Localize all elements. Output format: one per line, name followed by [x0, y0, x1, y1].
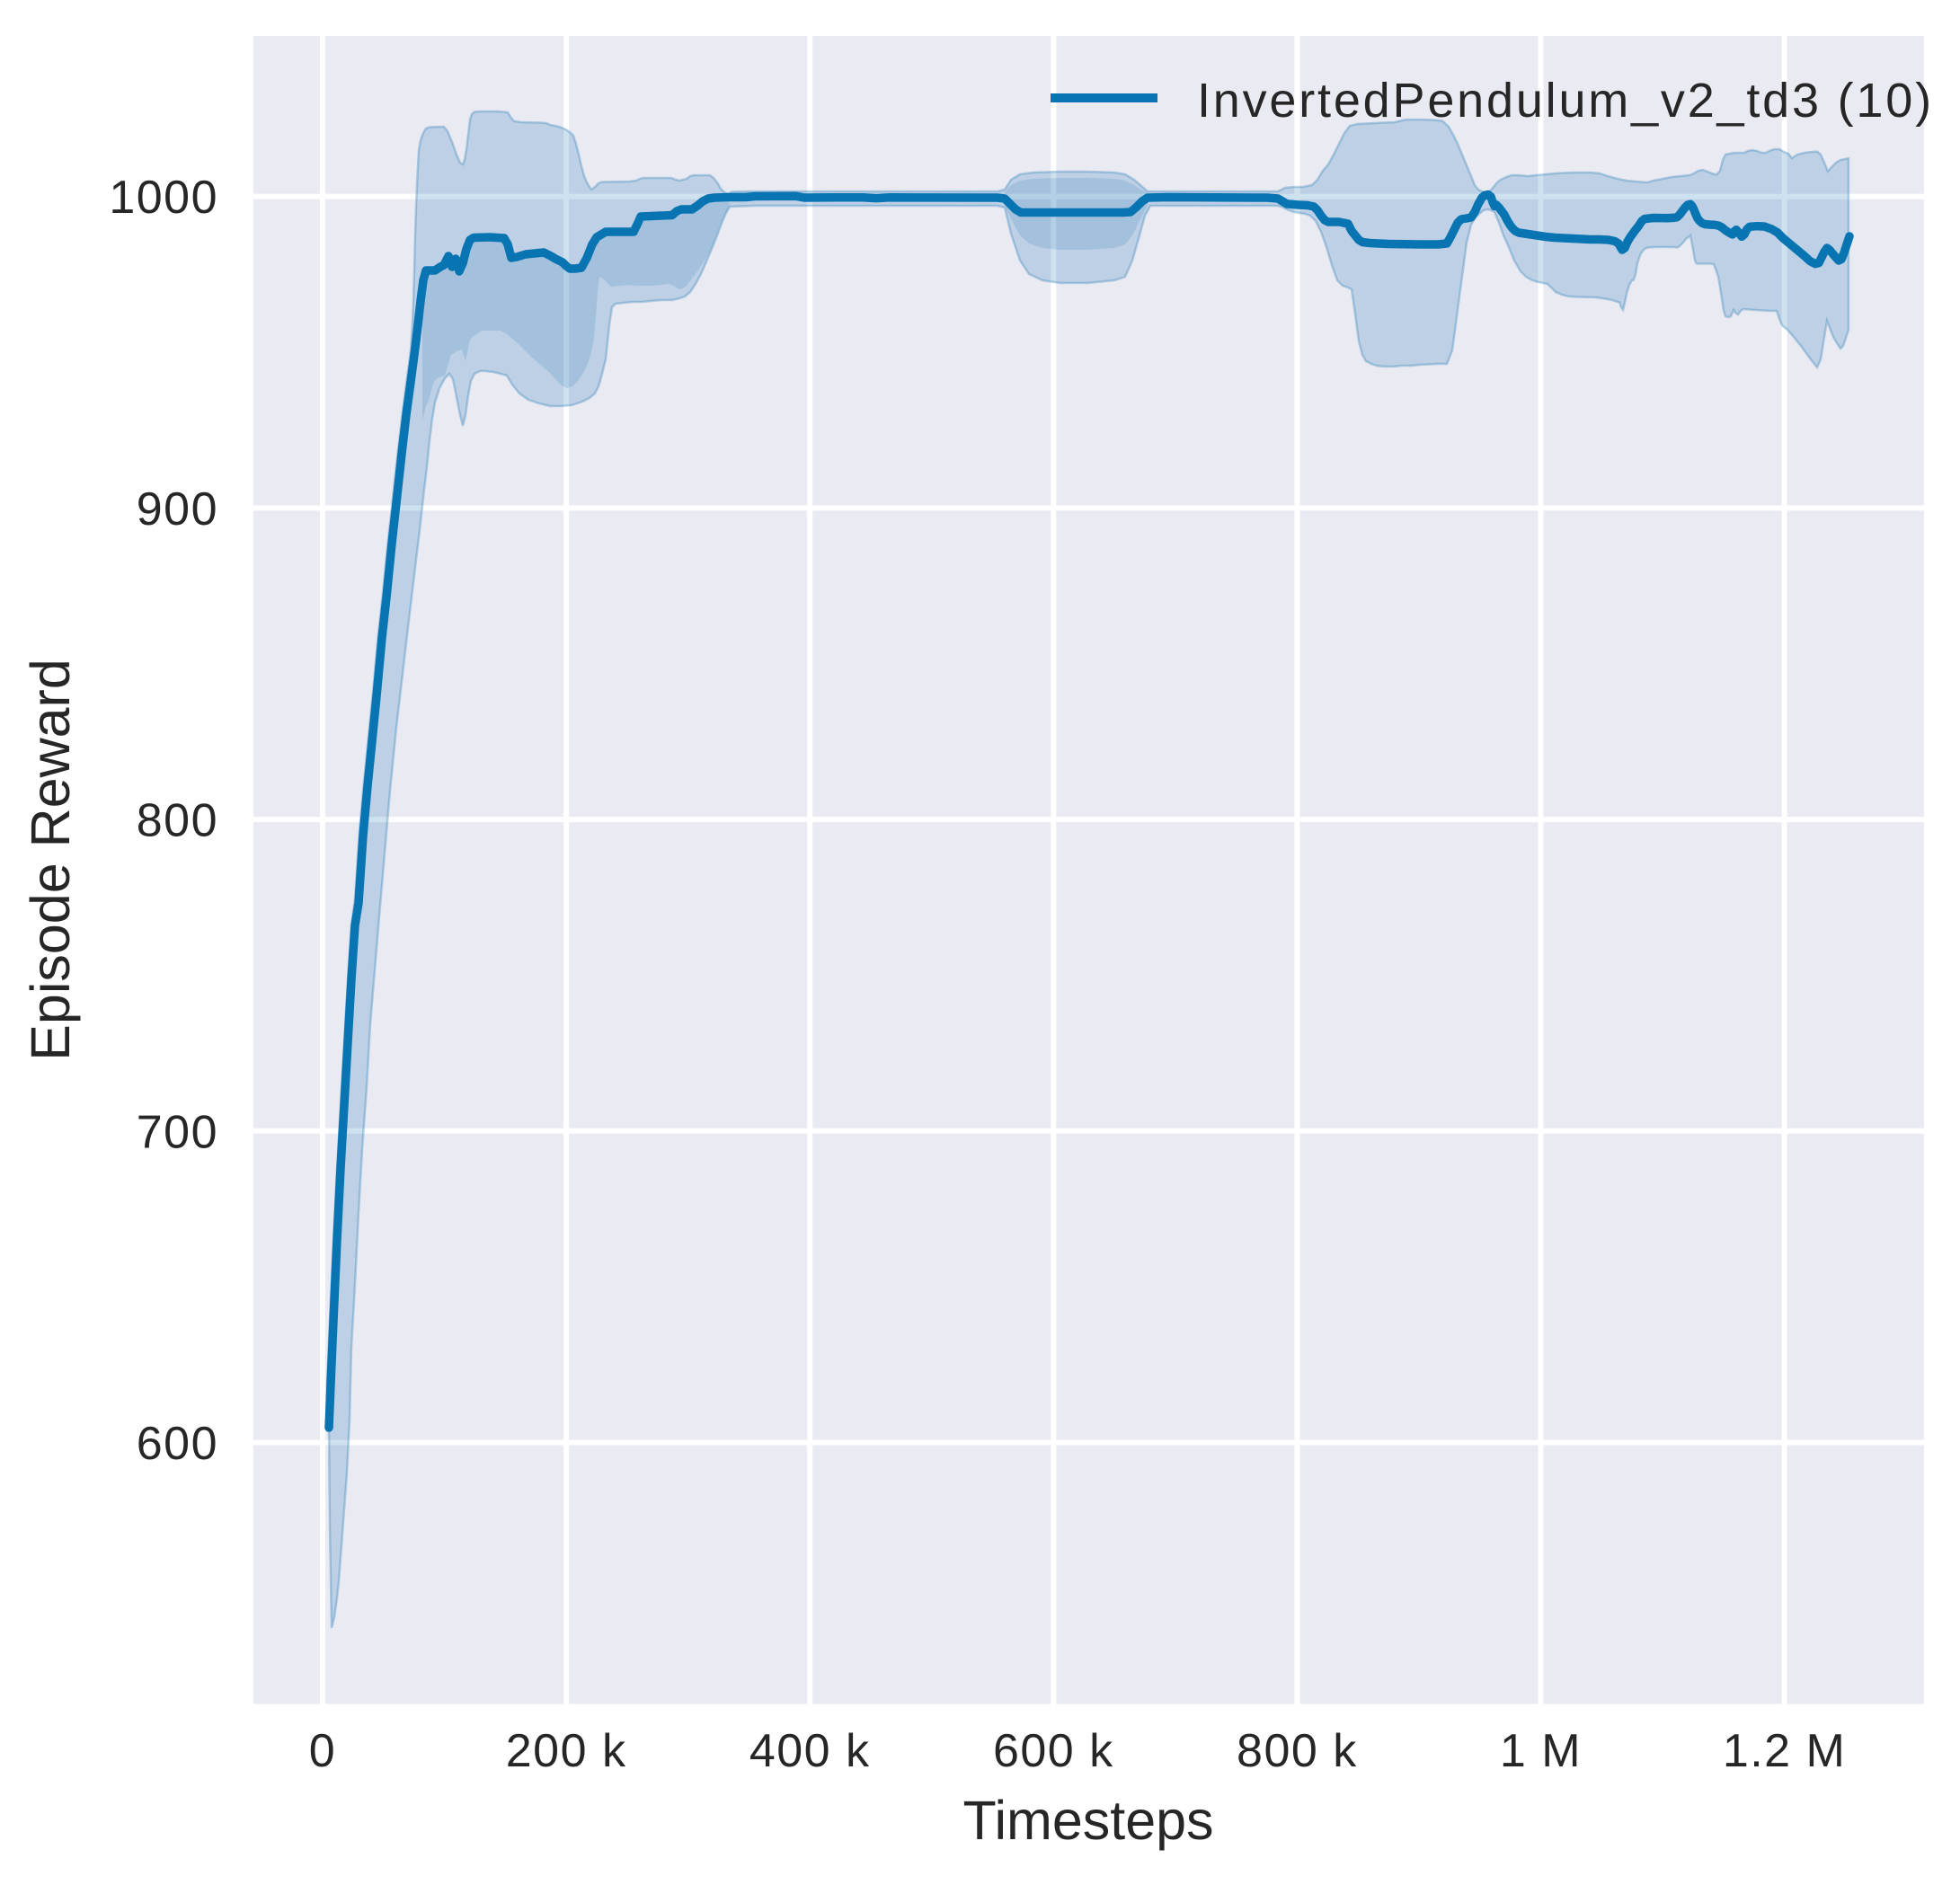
svg-text:600: 600 [137, 1418, 218, 1470]
svg-text:1 M: 1 M [1500, 1725, 1582, 1777]
svg-text:InvertedPendulum_v2_td3 (10): InvertedPendulum_v2_td3 (10) [1197, 74, 1934, 128]
svg-text:Timesteps: Timesteps [962, 1790, 1213, 1851]
svg-text:800 k: 800 k [1237, 1725, 1358, 1777]
svg-text:900: 900 [137, 483, 218, 535]
svg-text:200 k: 200 k [506, 1725, 627, 1777]
svg-text:400 k: 400 k [749, 1725, 871, 1777]
svg-text:700: 700 [137, 1106, 218, 1158]
svg-text:600 k: 600 k [993, 1725, 1114, 1777]
svg-text:0: 0 [309, 1725, 336, 1777]
svg-text:800: 800 [137, 795, 218, 847]
svg-text:1000: 1000 [109, 172, 218, 224]
svg-text:1.2 M: 1.2 M [1723, 1725, 1847, 1777]
svg-text:Episode Reward: Episode Reward [20, 659, 81, 1061]
